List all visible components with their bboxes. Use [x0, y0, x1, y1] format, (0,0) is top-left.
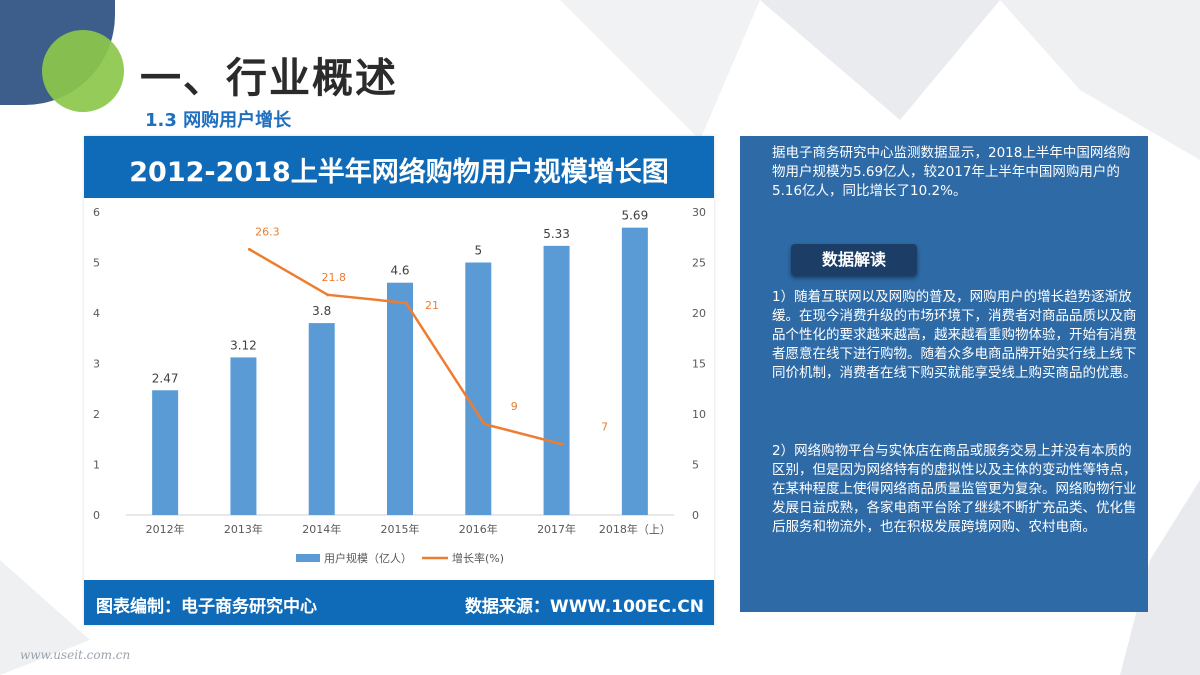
y-left-tick-label: 3	[93, 358, 100, 371]
growth-rate-label: 9	[511, 400, 518, 413]
chart-credit: 图表编制：电子商务研究中心	[96, 597, 317, 617]
bar	[308, 323, 335, 515]
x-tick-label: 2018年（上）	[599, 522, 671, 536]
chart-source: 数据来源：WWW.100EC.CN	[464, 597, 704, 617]
y-left-tick-label: 4	[93, 307, 100, 320]
combo-chart: 0 1 2 3 4 5 6 0 5 10 15 20 25 30 2.47 3.12 3.8 4.6 5 5.33 5.…	[93, 206, 706, 565]
y-right-tick-label: 20	[692, 307, 706, 320]
bar-value-label: 4.6	[390, 264, 409, 278]
chart-panel: 2012-2018上半年网络购物用户规模增长图 0 1 2 3 4 5 6 0 5 10 15 20 2…	[84, 136, 714, 625]
y-right-tick-label: 0	[692, 509, 699, 522]
green-circle	[42, 30, 124, 112]
x-tick-label: 2015年	[381, 522, 420, 536]
page-title: 一、行业概述	[140, 54, 398, 102]
y-left-tick-label: 5	[93, 257, 100, 270]
y-right-tick-label: 5	[692, 459, 699, 472]
y-left-tick-label: 1	[93, 459, 100, 472]
growth-rate-point	[404, 301, 408, 305]
bar-value-label: 3.12	[230, 338, 257, 352]
growth-rate-label: 7	[601, 420, 608, 433]
bar	[387, 282, 413, 515]
section-subtitle: 1.3 网购用户增长	[145, 110, 292, 131]
growth-rate-label: 21	[425, 299, 439, 312]
analysis-point-2: 2）网络购物平台与实体店在商品或服务交易上并没有本质的区别，但是因为网络特有的虚…	[772, 443, 1137, 535]
x-tick-label: 2014年	[302, 522, 341, 536]
y-right-tick-label: 25	[692, 257, 706, 270]
watermark: www.useit.com.cn	[20, 648, 131, 662]
growth-rate-point	[561, 442, 565, 446]
x-tick-label: 2017年	[537, 522, 576, 536]
bar	[152, 390, 179, 515]
analysis-point-1: 1）随着互联网以及网购的普及，网购用户的增长趋势逐渐放缓。在现今消费升级的市场环…	[772, 289, 1137, 381]
data-interpretation-badge: 数据解读	[791, 244, 917, 276]
analysis-panel: 据电子商务研究中心监测数据显示，2018上半年中国网络购物用户规模为5.69亿人…	[740, 136, 1148, 612]
bar-value-label: 2.47	[152, 371, 179, 385]
growth-rate-point	[326, 293, 330, 297]
y-right-tick-label: 15	[692, 358, 706, 371]
bar-value-label: 5.33	[543, 227, 570, 241]
bar-value-label: 5.69	[621, 209, 648, 223]
x-tick-label: 2012年	[146, 522, 185, 536]
y-left-tick-label: 6	[93, 206, 100, 219]
chart-title: 2012-2018上半年网络购物用户规模增长图	[129, 157, 669, 188]
x-tick-label: 2016年	[459, 522, 498, 536]
growth-rate-label: 21.8	[321, 271, 346, 284]
chart-footer: 图表编制：电子商务研究中心 数据来源：WWW.100EC.CN	[84, 580, 714, 625]
y-right-tick-label: 30	[692, 206, 706, 219]
x-tick-label: 2013年	[224, 522, 263, 536]
y-right-tick-label: 10	[692, 408, 706, 421]
bar-value-label: 5	[474, 244, 482, 258]
legend-label-users: 用户规模（亿人）	[324, 551, 412, 565]
intro-text: 据电子商务研究中心监测数据显示，2018上半年中国网络购物用户规模为5.69亿人…	[772, 145, 1131, 199]
legend-label-growth: 增长率(%)	[452, 551, 504, 565]
bar	[543, 245, 570, 515]
bar	[465, 262, 492, 515]
y-left-tick-label: 0	[93, 509, 100, 522]
legend-swatch-bar	[296, 554, 320, 562]
growth-rate-label: 26.3	[255, 225, 280, 238]
bar	[621, 227, 648, 515]
bar	[230, 357, 257, 515]
chart-header: 2012-2018上半年网络购物用户规模增长图	[84, 136, 714, 198]
y-left-tick-label: 2	[93, 408, 100, 421]
bar-value-label: 3.8	[312, 304, 331, 318]
growth-rate-point	[482, 422, 486, 426]
growth-rate-point	[247, 247, 251, 251]
